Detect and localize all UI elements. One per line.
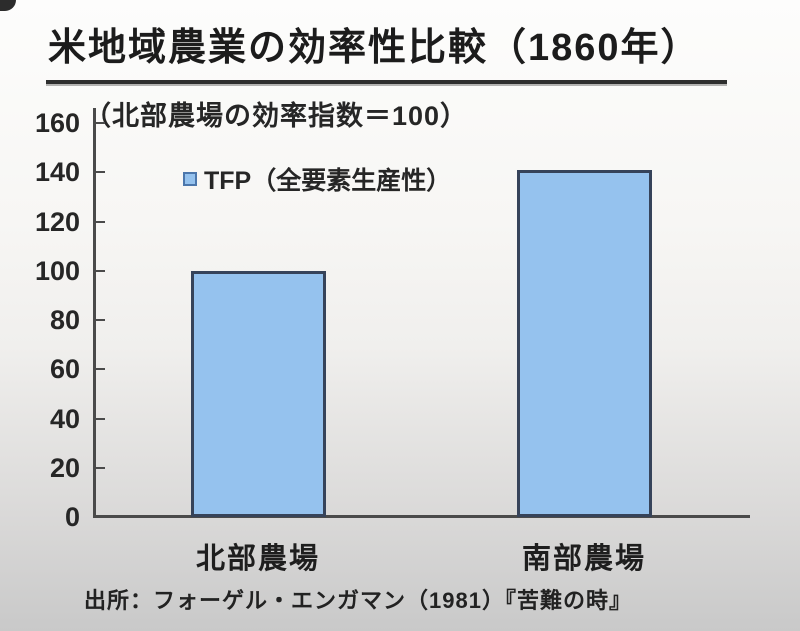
x-axis-line [93, 515, 750, 518]
y-axis-tick-mark [96, 122, 105, 124]
bar-南部農場 [516, 169, 652, 517]
y-axis-tick-label: 40 [49, 403, 80, 434]
y-axis-tick-label: 60 [49, 354, 80, 385]
y-axis-tick-mark [96, 171, 105, 174]
y-axis-tick-label: 160 [34, 108, 80, 138]
y-axis-tick-mark [96, 466, 105, 469]
y-axis-tick-mark [96, 368, 105, 371]
y-axis-tick-label: 80 [49, 305, 80, 335]
chart-subtitle: （北部農場の効率指数＝100） [84, 101, 469, 131]
source-note: 出所：フォーゲル・エンガマン（1981）『苦難の時』 [84, 588, 632, 613]
y-axis-tick-label: 120 [34, 206, 80, 237]
legend: TFP（全要素生産性） [183, 161, 451, 197]
video-corner-artifact [0, 0, 16, 11]
x-axis-category-label: 北部農場 [195, 543, 320, 575]
y-axis-tick-mark [96, 269, 105, 272]
bar-北部農場 [190, 270, 326, 517]
y-axis-tick-label: 20 [49, 452, 80, 483]
x-axis-category-label: 南部農場 [521, 543, 646, 575]
y-axis-tick-label: 0 [64, 502, 80, 532]
y-axis-tick-mark [96, 417, 105, 420]
y-axis-line [93, 108, 96, 518]
legend-label: TFP（全要素生産性） [204, 167, 452, 195]
y-axis-tick-mark [96, 220, 105, 223]
legend-square-icon [183, 172, 197, 186]
y-axis-tick-label: 140 [34, 157, 80, 188]
y-axis-tick-mark [96, 319, 105, 321]
y-axis-tick-label: 100 [34, 255, 80, 286]
chart-title: 米地域農業の効率性比較（1860年） [46, 16, 727, 84]
